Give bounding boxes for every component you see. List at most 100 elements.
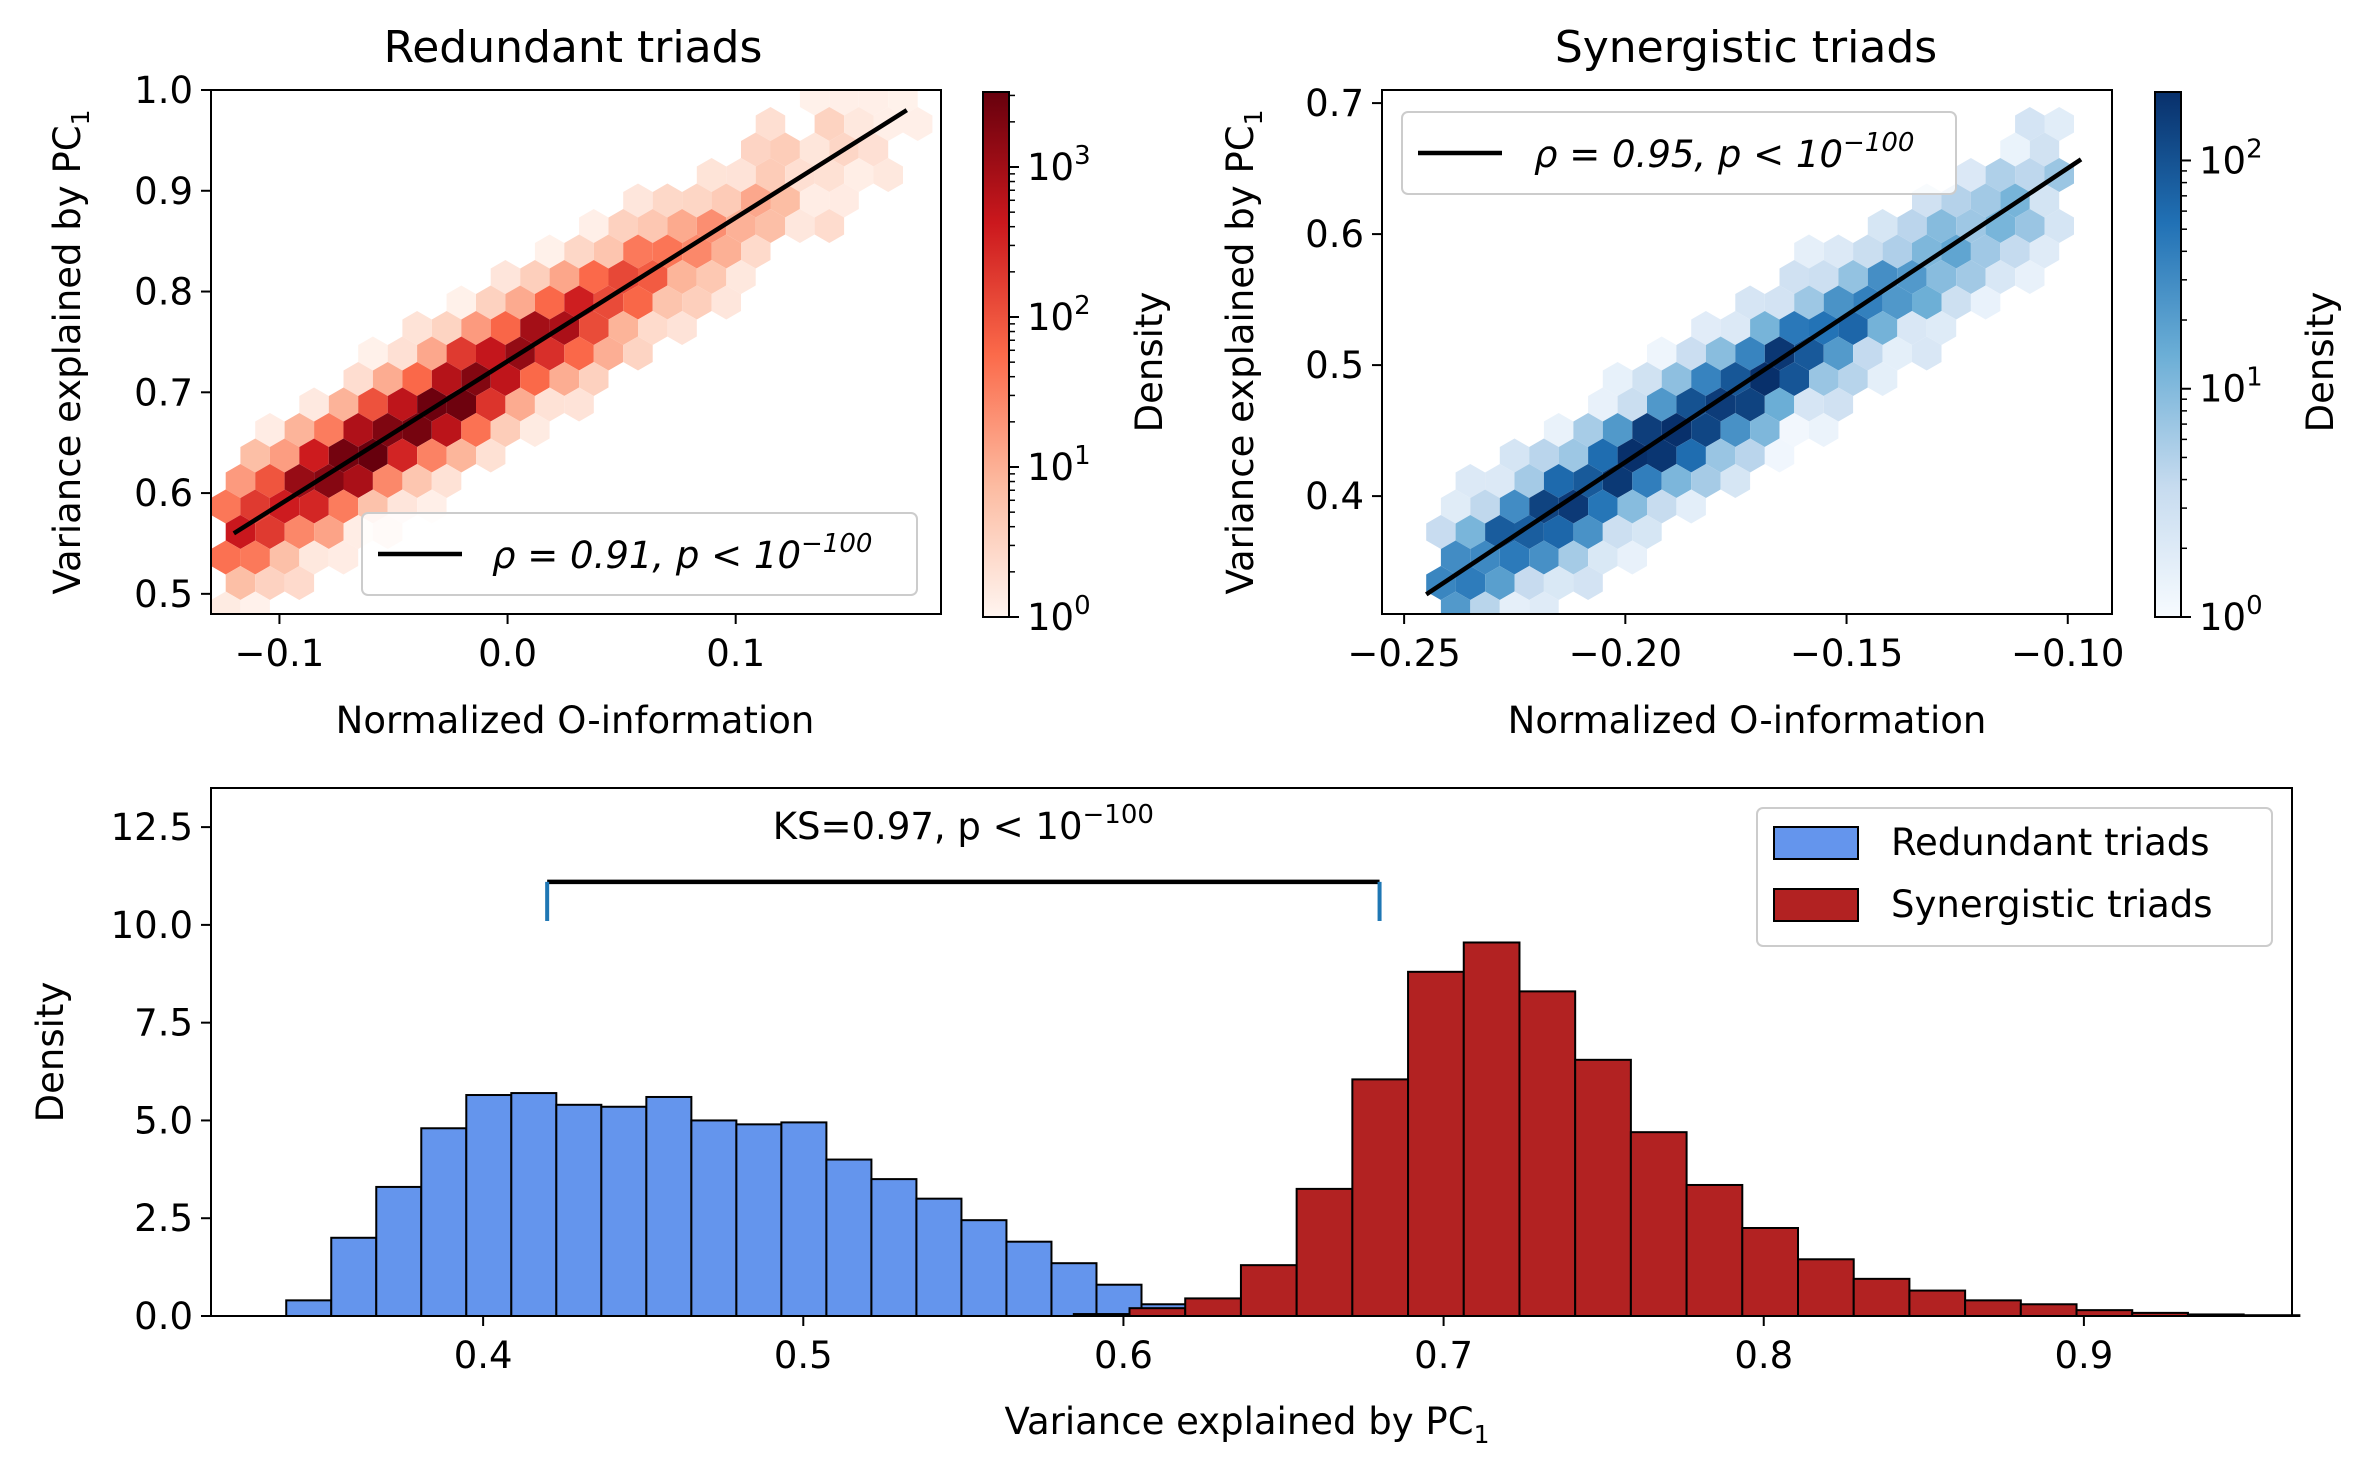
hex-cell bbox=[314, 464, 344, 498]
hex-cell bbox=[1602, 362, 1633, 396]
hex-cell bbox=[520, 413, 550, 447]
hex-cell bbox=[358, 438, 388, 473]
hex-cell bbox=[1617, 489, 1647, 524]
hex-cell bbox=[2015, 260, 2045, 294]
hex-cell bbox=[1750, 311, 1780, 345]
bar-redundant bbox=[510, 1092, 558, 1317]
y-tick-label: 1.0 bbox=[134, 69, 193, 112]
hex-cell bbox=[1485, 566, 1515, 600]
hex-cell bbox=[682, 285, 712, 320]
hex-cell bbox=[211, 540, 241, 575]
hex-cell bbox=[1558, 489, 1589, 524]
histogram-x-axis: 0.4 0.5 0.6 0.7 0.8 0.9 bbox=[454, 1316, 2113, 1377]
hex-cell bbox=[1440, 540, 1471, 575]
hex-cell bbox=[1543, 566, 1574, 600]
bar-redundant bbox=[780, 1121, 828, 1318]
y-tick-label: 0.5 bbox=[1305, 344, 1364, 387]
hex-cell bbox=[534, 336, 565, 371]
hex-cell bbox=[1543, 464, 1574, 498]
hex-cell bbox=[240, 540, 270, 575]
hex-cell bbox=[402, 464, 432, 498]
bar-synergistic bbox=[1462, 941, 1521, 1317]
hex-cell bbox=[490, 260, 521, 294]
histogram-bars bbox=[285, 941, 2301, 1318]
synergistic-legend-text: ρ = 0.95, p < 10−100 bbox=[1534, 128, 1914, 176]
hex-cell bbox=[711, 234, 741, 269]
hex-cell bbox=[461, 311, 491, 345]
synergistic-ylabel: Variance explained by PC1 bbox=[1219, 110, 1268, 595]
bar-redundant bbox=[420, 1127, 468, 1318]
hex-cell bbox=[372, 464, 403, 498]
hex-cell bbox=[579, 311, 609, 345]
hex-cell bbox=[372, 362, 403, 396]
hex-cell bbox=[446, 438, 476, 473]
hex-cell bbox=[1543, 515, 1574, 549]
hex-cell bbox=[1735, 387, 1765, 422]
hex-cell bbox=[623, 336, 653, 371]
hex-cell bbox=[638, 311, 668, 345]
hex-cell bbox=[240, 438, 270, 473]
bar-synergistic bbox=[1239, 1264, 1298, 1317]
bar-synergistic bbox=[1574, 1058, 1632, 1318]
bar-synergistic bbox=[1908, 1289, 1967, 1317]
bar-synergistic bbox=[1184, 1297, 1242, 1318]
histogram-plot-frame bbox=[210, 787, 2293, 1317]
hex-cell bbox=[814, 209, 845, 243]
hex-cell bbox=[799, 132, 830, 167]
hex-cell bbox=[623, 183, 653, 218]
hex-cell bbox=[387, 336, 418, 371]
hex-cell bbox=[490, 311, 521, 345]
ks-annotation-exponent: −100 bbox=[1083, 800, 1154, 830]
hex-cell bbox=[549, 260, 580, 294]
hex-cell bbox=[461, 413, 491, 447]
hex-cell bbox=[799, 183, 830, 218]
x-tick-label: 0.7 bbox=[1414, 1334, 1473, 1377]
hex-cell bbox=[667, 260, 697, 294]
hex-cell bbox=[299, 438, 329, 473]
hex-cell bbox=[2029, 132, 2060, 167]
y-tick-label: 0.5 bbox=[134, 573, 193, 616]
redundant-ylabel-sub: 1 bbox=[66, 110, 95, 126]
histogram-xlabel-main: Variance explained by PC bbox=[1005, 1400, 1474, 1443]
hex-cell bbox=[1750, 362, 1780, 396]
hex-cell bbox=[579, 260, 609, 294]
hex-cell bbox=[255, 413, 285, 447]
hex-cell bbox=[417, 438, 447, 473]
hex-cell bbox=[1573, 515, 1603, 549]
bar-redundant bbox=[735, 1123, 783, 1318]
synergistic-x-axis: −0.25 −0.20 −0.15 −0.10 bbox=[1347, 614, 2124, 675]
redundant-ylabel-main: Variance explained by PC bbox=[46, 125, 89, 594]
hex-cell bbox=[608, 311, 638, 345]
hex-cell bbox=[873, 158, 903, 192]
bar-synergistic bbox=[1685, 1183, 1744, 1317]
hex-cell bbox=[476, 285, 506, 320]
hex-cell bbox=[1514, 566, 1544, 600]
legend-label-redundant: Redundant triads bbox=[1891, 821, 2210, 864]
x-tick-label: −0.25 bbox=[1347, 632, 1460, 675]
hex-cell bbox=[623, 285, 653, 320]
hex-cell bbox=[1558, 438, 1589, 473]
hex-cell bbox=[1588, 438, 1618, 473]
hex-cell bbox=[1794, 285, 1824, 320]
hex-cell bbox=[1647, 489, 1677, 524]
legend-swatch-redundant bbox=[1773, 826, 1859, 860]
hex-cell bbox=[814, 158, 845, 192]
hex-cell bbox=[1838, 362, 1868, 396]
hex-cell bbox=[314, 515, 344, 549]
y-tick-label: 0.6 bbox=[134, 472, 193, 515]
hex-cell bbox=[446, 336, 476, 371]
hex-cell bbox=[1809, 362, 1839, 396]
hex-cell bbox=[328, 387, 359, 422]
hex-cell bbox=[1794, 234, 1824, 269]
histogram-panel: 0.4 0.5 0.6 0.7 0.8 0.9 0.02.55.07.510.012.5 … bbox=[29, 787, 2301, 1449]
hex-cell bbox=[2015, 107, 2045, 141]
bar-redundant bbox=[600, 1105, 648, 1318]
hex-cell bbox=[255, 515, 285, 549]
hex-cell bbox=[770, 132, 800, 167]
synergistic-legend: ρ = 0.95, p < 10−100 bbox=[1401, 111, 1957, 195]
hex-cell bbox=[402, 362, 432, 396]
hex-cell bbox=[358, 336, 388, 371]
hex-cell bbox=[211, 591, 241, 614]
hex-cell bbox=[667, 209, 697, 243]
hex-cell bbox=[1647, 387, 1677, 422]
